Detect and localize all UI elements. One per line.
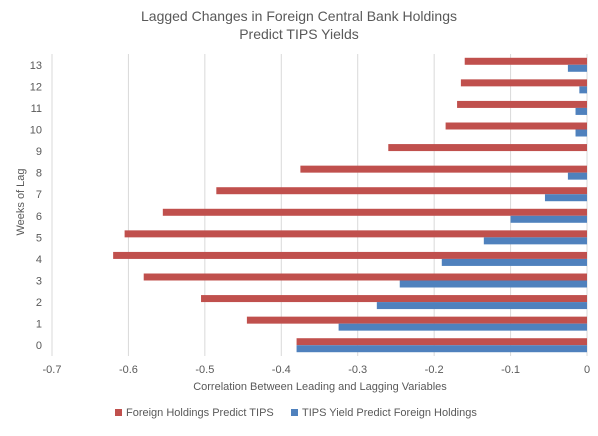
x-tick-label: -0.4 — [272, 364, 291, 376]
y-tick-label: 6 — [36, 211, 42, 223]
bar-tips-yield-predict-foreign-holdings-7 — [544, 194, 587, 202]
y-tick-label: 11 — [31, 103, 42, 115]
y-tick-label: 5 — [36, 232, 42, 244]
bar-foreign-holdings-predict-tips-3 — [143, 273, 587, 281]
legend-label-1: Foreign Holdings Predict TIPS — [126, 407, 274, 419]
chart-title: Lagged Changes in Foreign Central Bank H… — [141, 8, 457, 42]
gridlines — [51, 54, 588, 356]
bar-tips-yield-predict-foreign-holdings-13 — [567, 64, 587, 72]
x-tick-label: -0.5 — [195, 364, 214, 376]
x-tick-label: -0.6 — [119, 364, 138, 376]
bar-tips-yield-predict-foreign-holdings-4 — [441, 258, 587, 266]
x-tick-label: 0 — [584, 364, 590, 376]
bar-tips-yield-predict-foreign-holdings-6 — [510, 215, 587, 223]
bar-tips-yield-predict-foreign-holdings-0 — [296, 345, 587, 353]
bar-tips-yield-predict-foreign-holdings-8 — [567, 172, 587, 180]
bar-tips-yield-predict-foreign-holdings-5 — [483, 237, 587, 245]
bar-foreign-holdings-predict-tips-5 — [124, 230, 587, 238]
y-tick-label: 7 — [36, 189, 42, 201]
bar-foreign-holdings-predict-tips-2 — [201, 295, 588, 303]
legend-label-2: TIPS Yield Predict Foreign Holdings — [302, 407, 477, 419]
chart-title-line-1: Lagged Changes in Foreign Central Bank H… — [141, 8, 457, 24]
legend-swatch-2 — [291, 409, 298, 416]
bar-foreign-holdings-predict-tips-7 — [216, 187, 588, 195]
bars — [113, 57, 588, 353]
bar-tips-yield-predict-foreign-holdings-2 — [376, 302, 587, 310]
y-tick-label: 2 — [36, 297, 42, 309]
x-axis-title: Correlation Between Leading and Lagging … — [193, 381, 447, 393]
y-tick-label: 13 — [30, 60, 42, 72]
bar-tips-yield-predict-foreign-holdings-3 — [399, 280, 587, 288]
y-tick-label: 3 — [36, 276, 42, 288]
bar-foreign-holdings-predict-tips-12 — [460, 79, 587, 87]
x-tick-label: -0.7 — [43, 364, 62, 376]
x-tick-label: -0.2 — [425, 364, 444, 376]
y-tick-label: 1 — [36, 319, 42, 331]
bar-tips-yield-predict-foreign-holdings-11 — [575, 107, 587, 115]
y-tick-label: 0 — [36, 340, 42, 352]
bar-foreign-holdings-predict-tips-9 — [388, 144, 587, 152]
chart-title-line-2: Predict TIPS Yields — [239, 26, 359, 42]
bar-foreign-holdings-predict-tips-4 — [113, 251, 588, 259]
bar-foreign-holdings-predict-tips-8 — [300, 165, 587, 173]
bar-foreign-holdings-predict-tips-10 — [445, 122, 587, 130]
bar-tips-yield-predict-foreign-holdings-12 — [579, 86, 587, 94]
bar-tips-yield-predict-foreign-holdings-1 — [338, 323, 587, 331]
legend-swatch-1 — [115, 409, 122, 416]
bar-foreign-holdings-predict-tips-0 — [296, 338, 587, 346]
y-axis-title: Weeks of Lag — [15, 168, 27, 235]
x-tick-label: -0.1 — [501, 364, 520, 376]
bar-foreign-holdings-predict-tips-13 — [464, 57, 587, 65]
x-tick-labels: -0.7 -0.6 -0.5 -0.4 -0.3 -0.2 -0.1 0 — [43, 364, 591, 376]
bar-foreign-holdings-predict-tips-6 — [162, 208, 588, 216]
y-tick-label: 10 — [30, 125, 42, 137]
bar-tips-yield-predict-foreign-holdings-10 — [575, 129, 587, 137]
y-tick-label: 4 — [36, 254, 42, 266]
bar-foreign-holdings-predict-tips-1 — [246, 316, 587, 324]
legend: Foreign Holdings Predict TIPS TIPS Yield … — [115, 407, 477, 419]
y-tick-label: 8 — [36, 168, 42, 180]
y-tick-label: 12 — [30, 81, 42, 93]
x-tick-label: -0.3 — [348, 364, 367, 376]
bar-foreign-holdings-predict-tips-11 — [457, 100, 587, 108]
y-tick-label: 9 — [36, 146, 42, 158]
